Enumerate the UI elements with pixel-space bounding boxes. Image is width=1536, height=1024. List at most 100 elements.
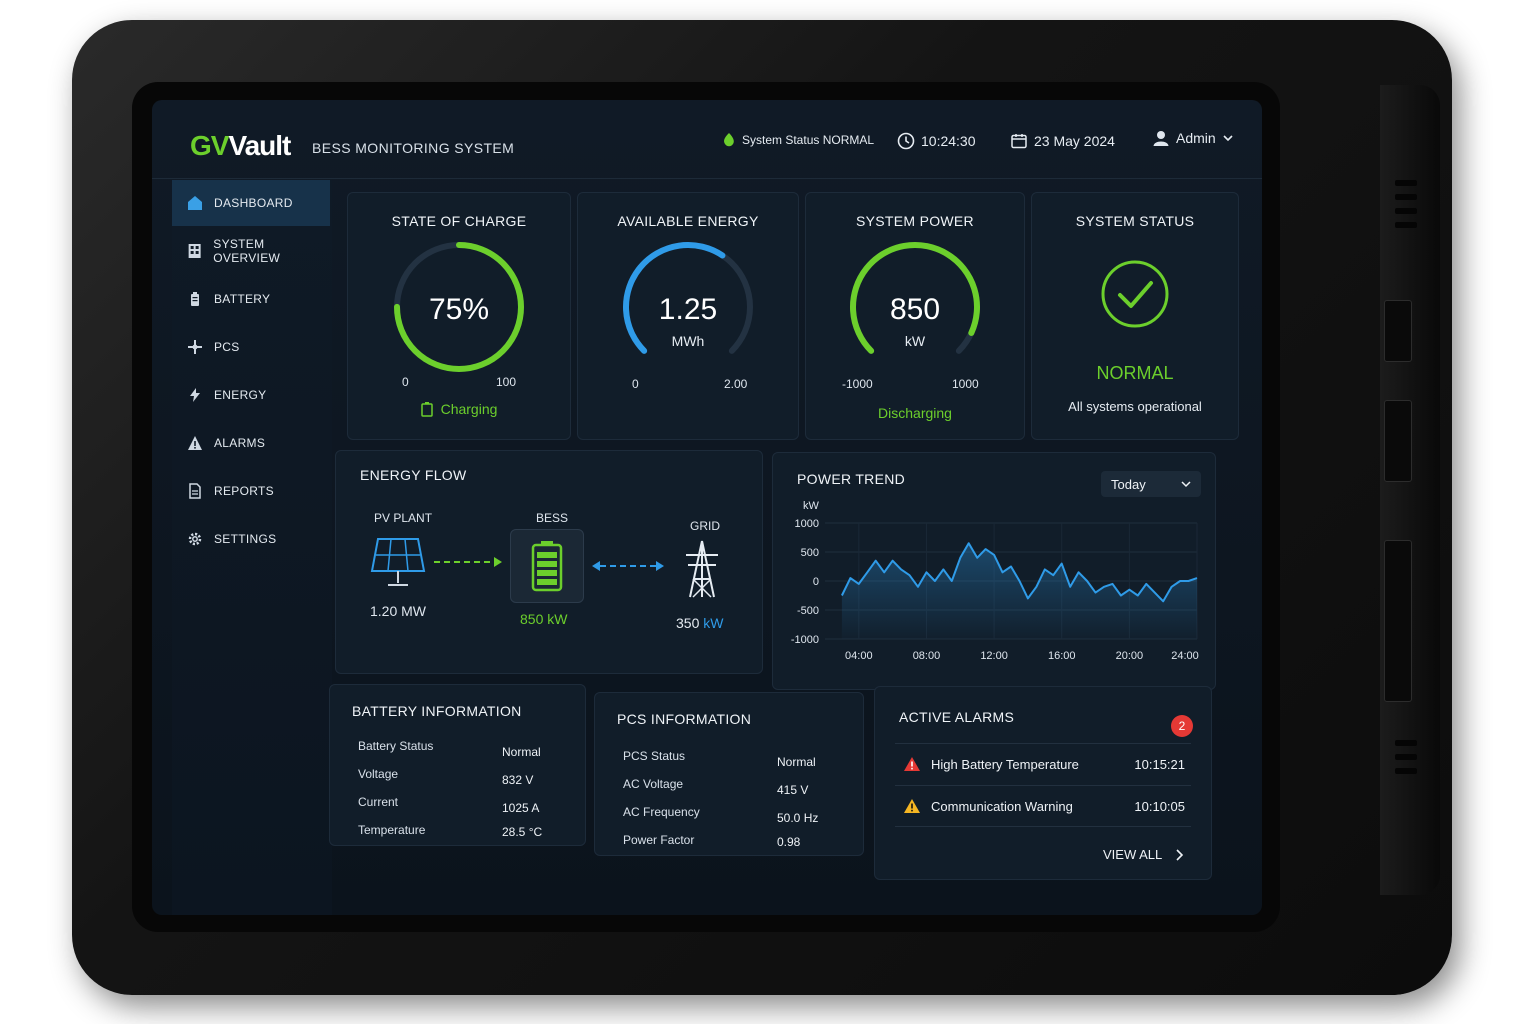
logo-mark: GV — [190, 130, 229, 161]
system-title: BESS MONITORING SYSTEM — [312, 140, 515, 156]
gauge-min: 0 — [402, 375, 409, 389]
trend-area — [841, 543, 1197, 639]
pcs-ac-frequency-value: 50.0 Hz — [777, 811, 819, 825]
status-state: NORMAL — [1096, 363, 1174, 383]
power-card: SYSTEM POWER 850 kW -1000 1000 Dischargi… — [805, 192, 1025, 440]
battery-charging-icon — [420, 402, 433, 417]
time-text: 10:24:30 — [921, 133, 976, 149]
sidebar-item-settings[interactable]: SETTINGS — [172, 516, 330, 562]
power-trend-chart: 1000 500 0 -500 -1000 04:00 08:00 12:00 16:00 20:… — [791, 500, 1199, 662]
power-status: Discharging — [878, 405, 952, 421]
trend-line — [841, 542, 1198, 603]
pcs-ac-voltage-label: AC Voltage — [623, 777, 684, 791]
range-select-value: Today — [1111, 476, 1146, 492]
soc-status: Charging — [348, 401, 570, 417]
card-title: AVAILABLE ENERGY — [617, 213, 759, 229]
gauge-max: 1000 — [952, 377, 979, 391]
battery-temperature-value: 28.5 °C — [502, 825, 543, 839]
sidebar-item-dashboard[interactable]: DASHBOARD — [172, 180, 330, 226]
power-trend-card: POWER TREND Today 1000 500 0 -500 -1000 04:00… — [772, 452, 1216, 690]
sidebar-item-battery[interactable]: BATTERY — [172, 276, 330, 322]
pv-value: 1.20 MW — [370, 603, 427, 619]
energy-gauge — [623, 242, 753, 354]
battery-icon — [191, 292, 199, 306]
sidebar-item-reports[interactable]: REPORTS — [172, 468, 330, 514]
pcs-status-value: Normal — [777, 755, 816, 769]
active-alarms-card: ACTIVE ALARMS 2 High Battery Temperature… — [874, 686, 1212, 880]
y-tick-label: -1000 — [791, 634, 819, 646]
ethernet-port — [1384, 400, 1412, 482]
y-tick-label: 0 — [813, 576, 819, 588]
vent — [1395, 754, 1417, 760]
power-gauge — [850, 242, 980, 354]
warning-icon — [188, 436, 202, 450]
soc-status-text: Charging — [440, 401, 498, 417]
alarm-warning-icon — [904, 799, 920, 813]
alarm-time: 10:10:05 — [1134, 798, 1185, 814]
sidebar-item-alarms[interactable]: ALARMS — [172, 420, 330, 466]
logo[interactable]: GVVault — [190, 130, 291, 162]
clock: 10:24:30 — [897, 132, 976, 150]
vent — [1395, 180, 1417, 186]
pcs-info-card: PCS INFORMATION PCS Status Normal AC Vol… — [594, 692, 864, 856]
x-tick-label: 24:00 — [1171, 650, 1199, 662]
battery-status-label: Battery Status — [358, 739, 434, 753]
bess-tile — [510, 529, 584, 603]
user-name: Admin — [1176, 130, 1216, 146]
sidebar-item-pcs[interactable]: PCS — [172, 324, 330, 370]
sidebar-item-label: SYSTEM OVERVIEW — [213, 237, 281, 265]
card-title: PCS INFORMATION — [617, 711, 752, 727]
system-status-text: System Status NORMAL — [742, 133, 875, 147]
date-text: 23 May 2024 — [1034, 133, 1115, 149]
building-icon — [188, 244, 201, 258]
transmission-tower-icon — [686, 540, 718, 598]
calendar-icon — [1011, 134, 1027, 149]
power-unit: kW — [904, 333, 926, 349]
x-tick-label: 08:00 — [913, 650, 941, 662]
card-title: STATE OF CHARGE — [391, 213, 527, 229]
sidebar-item-label: SETTINGS — [214, 532, 277, 546]
card-title: SYSTEM POWER — [856, 213, 974, 229]
sidebar-item-label: ALARMS — [214, 436, 266, 450]
card-title: SYSTEM STATUS — [1075, 213, 1195, 229]
sidebar-item-system-overview[interactable]: SYSTEM OVERVIEW — [172, 228, 330, 274]
lightning-icon — [190, 388, 200, 402]
alarm-time: 10:15:21 — [1134, 756, 1185, 772]
logo-text: Vault — [228, 130, 291, 161]
solar-panel-icon — [370, 538, 426, 586]
sidebar-item-energy[interactable]: ENERGY — [172, 372, 330, 418]
sidebar-item-label: REPORTS — [214, 484, 274, 498]
alarm-row[interactable]: High Battery Temperature 10:15:21 — [895, 743, 1191, 784]
pcs-icon — [188, 340, 202, 354]
view-all-link[interactable]: VIEW ALL — [1103, 847, 1184, 862]
sidebar-item-label: BATTERY — [214, 292, 271, 306]
usb-port — [1384, 300, 1412, 362]
pcs-ac-voltage-value: 415 V — [777, 783, 809, 797]
energy-value: 1.25 — [658, 293, 718, 326]
gauge-max: 100 — [496, 375, 517, 389]
pcs-power-factor-label: Power Factor — [623, 833, 695, 847]
grid-value: 350 kW — [676, 615, 723, 631]
status-message: All systems operational — [1068, 399, 1202, 414]
y-tick-label: 1000 — [795, 518, 819, 530]
y-axis-label: kW — [803, 500, 820, 512]
pcs-ac-frequency-label: AC Frequency — [623, 805, 700, 819]
grid-label: GRID — [690, 519, 720, 533]
connector-port — [1384, 540, 1412, 702]
grid-value-number: 350 — [676, 615, 700, 631]
vent — [1395, 768, 1417, 774]
document-icon — [189, 483, 201, 499]
leaf-icon — [724, 133, 734, 147]
user-icon — [1153, 131, 1169, 146]
alarm-critical-icon — [904, 757, 920, 771]
range-select[interactable]: Today — [1101, 471, 1201, 497]
vent — [1395, 740, 1417, 746]
alarm-row[interactable]: Communication Warning 10:10:05 — [895, 785, 1191, 827]
bess-label: BESS — [536, 511, 569, 525]
card-title: ACTIVE ALARMS — [899, 709, 1015, 725]
home-icon — [188, 196, 202, 210]
alarm-label: High Battery Temperature — [931, 756, 1079, 772]
sidebar-item-label: DASHBOARD — [214, 196, 293, 210]
user-menu[interactable]: Admin — [1152, 129, 1234, 147]
bess-value: 850 kW — [520, 611, 568, 627]
